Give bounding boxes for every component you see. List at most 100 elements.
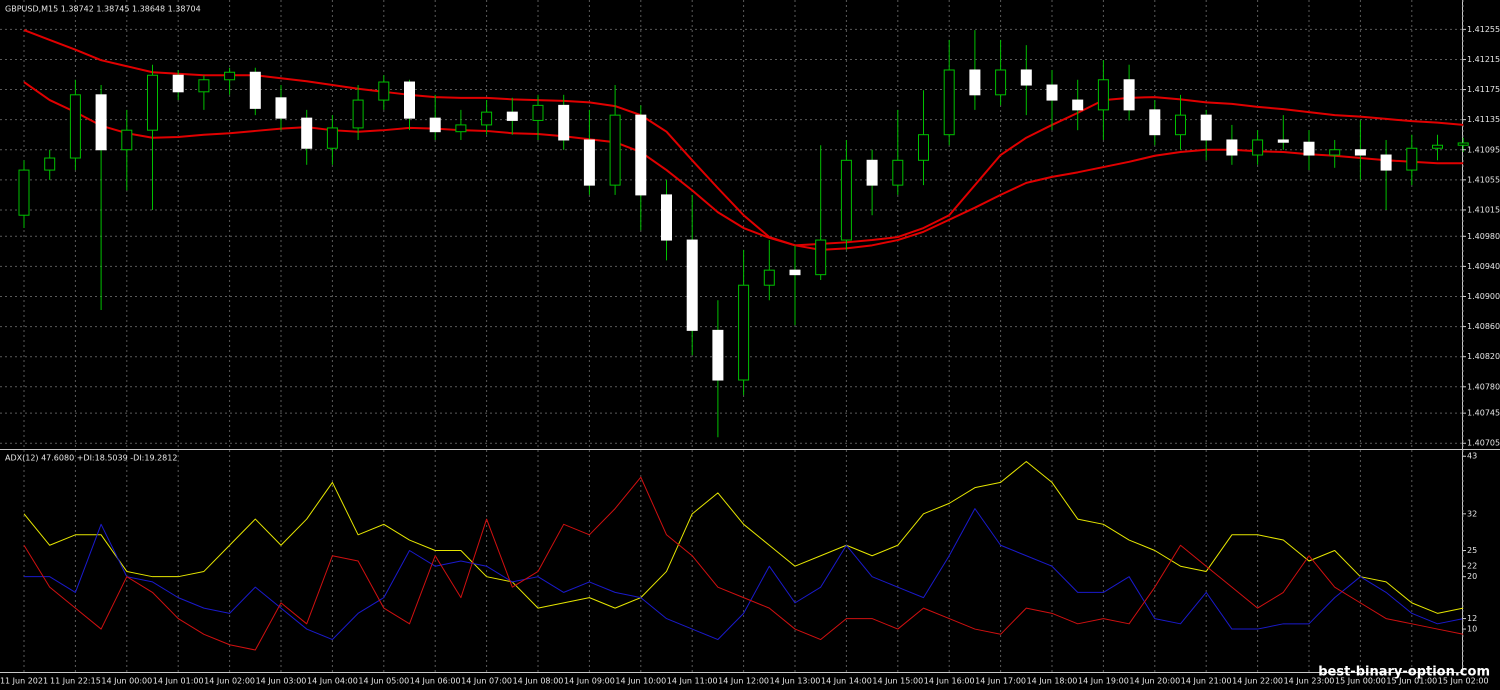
x-tick-label: 14 Jun 23:00: [1284, 677, 1335, 686]
x-tick-label: 14 Jun 15:00: [872, 677, 923, 686]
indicator-title: ADX(12) 47.6080 +DI:18.5039 -DI:19.2812: [5, 454, 177, 463]
indicator-line: [23, 476, 1464, 651]
marks: [18, 29, 1469, 651]
x-tick-label: 14 Jun 13:00: [770, 677, 821, 686]
x-tick-label: 14 Jun 11:00: [667, 677, 718, 686]
x-tick-label: 14 Jun 06:00: [410, 677, 461, 686]
candle-body: [532, 104, 544, 121]
candle-body: [995, 69, 1007, 96]
candle-body: [558, 104, 570, 141]
x-tick-label: 15 Jun 00:00: [1335, 677, 1386, 686]
y-tick-label: 1.40900: [1467, 292, 1500, 301]
candle-body: [378, 81, 390, 101]
x-tick-label: 11 Jun 2021: [0, 677, 48, 686]
candle-body: [44, 157, 56, 171]
candle-body: [429, 117, 441, 133]
y-tick-label: 1.40780: [1467, 382, 1500, 391]
y-tick-label: 32: [1467, 509, 1477, 518]
candle-body: [301, 117, 313, 149]
candle-body: [1200, 114, 1212, 141]
candle-body: [1020, 69, 1032, 86]
candle-body: [1277, 139, 1289, 143]
candle-body: [69, 94, 81, 159]
candle-body: [147, 74, 158, 131]
x-tick-label: 14 Jun 03:00: [256, 677, 307, 686]
x-tick-label: 14 Jun 21:00: [1181, 677, 1232, 686]
y-tick-label: 1.40940: [1467, 262, 1500, 271]
x-tick-label: 14 Jun 02:00: [204, 677, 255, 686]
y-tick-label: 1.41055: [1467, 175, 1500, 184]
x-tick-label: 14 Jun 22:00: [1232, 677, 1283, 686]
candle-body: [1354, 149, 1366, 156]
y-tick-label: 1.40820: [1467, 352, 1500, 361]
y-tick-label: 1.41015: [1467, 205, 1500, 214]
candle-body: [1123, 79, 1135, 111]
y-tick-label: 10: [1467, 625, 1477, 634]
y-tick-label: 43: [1467, 452, 1477, 461]
candle-body: [892, 159, 904, 186]
candle-body: [1097, 79, 1109, 111]
indicator-line: [23, 460, 1464, 614]
band-line: [23, 29, 1464, 247]
candle-body: [763, 269, 775, 286]
candle-body: [404, 81, 415, 119]
candle-body: [1457, 142, 1469, 146]
candle-body: [1072, 99, 1084, 111]
x-tick-label: 14 Jun 20:00: [1129, 677, 1180, 686]
y-tick-label: 1.41095: [1467, 145, 1500, 154]
candle-body: [249, 71, 261, 109]
candle-body: [506, 111, 518, 121]
candle-body: [352, 99, 364, 129]
x-tick-label: 11 Jun 22:15: [50, 677, 101, 686]
y-tick-label: 1.40860: [1467, 322, 1500, 331]
candle-body: [275, 97, 287, 119]
x-tick-label: 14 Jun 12:00: [718, 677, 769, 686]
candle-body: [481, 111, 493, 126]
band-line: [23, 81, 1464, 251]
candle-body: [1329, 149, 1341, 156]
candle-body: [1303, 141, 1315, 156]
x-tick-label: 14 Jun 17:00: [975, 677, 1026, 686]
x-tick-label: 14 Jun 01:00: [153, 677, 204, 686]
y-tick-label: 1.40705: [1467, 439, 1500, 448]
candle-body: [738, 284, 750, 381]
candle-body: [635, 114, 647, 196]
candle-body: [1252, 139, 1264, 156]
x-tick-label: 14 Jun 10:00: [615, 677, 666, 686]
candle-body: [969, 69, 981, 96]
candle-body: [224, 71, 236, 81]
y-tick-label: 12: [1467, 614, 1477, 623]
y-tick-label: 1.41175: [1467, 85, 1500, 94]
candle-body: [1046, 84, 1058, 101]
candle-body: [866, 159, 878, 186]
candle-body: [1175, 114, 1186, 136]
x-tick-label: 14 Jun 05:00: [358, 677, 409, 686]
x-tick-label: 14 Jun 18:00: [1027, 677, 1078, 686]
candle-body: [789, 269, 801, 276]
y-tick-label: 1.40980: [1467, 232, 1500, 241]
y-tick-label: 1.41215: [1467, 55, 1500, 64]
indicator-line: [24, 508, 1464, 641]
y-tick-label: 22: [1467, 562, 1477, 571]
y-tick-label: 25: [1467, 546, 1477, 555]
y-tick-label: 1.41255: [1467, 25, 1500, 34]
candle-body: [455, 124, 467, 133]
candle-body: [840, 159, 852, 241]
candle-body: [1406, 147, 1418, 171]
x-tick-label: 14 Jun 14:00: [821, 677, 872, 686]
candle-body: [172, 74, 184, 93]
candle-body: [815, 239, 827, 276]
candle-body: [1380, 154, 1392, 171]
candle-body: [943, 69, 955, 136]
candle-body: [1149, 109, 1161, 136]
candle-body: [686, 239, 698, 331]
candle-body: [1226, 139, 1238, 156]
candle-body: [326, 127, 338, 149]
x-tick-label: 15 Jun 01:00: [1386, 677, 1437, 686]
x-tick-label: 14 Jun 08:00: [513, 677, 564, 686]
candle-body: [661, 194, 672, 241]
candle-body: [712, 329, 724, 381]
